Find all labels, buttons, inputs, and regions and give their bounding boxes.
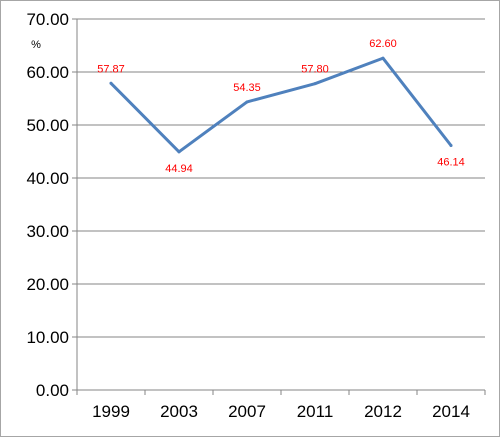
x-tick-label: 2007 [228,402,266,421]
data-label: 57.87 [97,63,125,75]
x-tick-label: 1999 [92,402,130,421]
y-tick-label: 10.00 [26,328,69,347]
data-label: 54.35 [233,82,261,94]
y-tick-label: 40.00 [26,169,69,188]
data-label: 62.60 [369,38,397,50]
series-line-path [109,56,453,154]
x-tick-label: 2014 [432,402,470,421]
data-label: 44.94 [165,163,193,175]
data-point [177,150,181,154]
y-tick-label: 60.00 [26,63,69,82]
data-labels: 57.87 44.94 54.35 57.80 62.60 46.14 [97,38,465,175]
y-tick-label: 30.00 [26,222,69,241]
data-point [109,81,113,85]
data-label: 46.14 [437,156,465,168]
axes [72,18,486,395]
y-axis-tick-labels: 0.00 10.00 20.00 30.00 40.00 50.00 60.00 70.00 [26,10,69,400]
data-label: 57.80 [301,64,329,76]
data-point [381,56,385,60]
y-tick-label: 20.00 [26,275,69,294]
y-tick-label: 70.00 [26,10,69,29]
y-tick-label: 50.00 [26,116,69,135]
series-line [109,56,453,154]
x-tick-label: 2012 [364,402,402,421]
x-tick-label: 2003 [160,402,198,421]
y-tick-label: 0.00 [36,381,69,400]
data-point [245,100,249,104]
data-point [449,143,453,147]
data-point [313,82,317,86]
gridlines [77,18,485,338]
y-axis-unit-label: % [31,39,41,51]
x-tick-label: 2011 [297,402,334,421]
x-axis-tick-labels: 1999 2003 2007 2011 2012 2014 [92,402,470,421]
